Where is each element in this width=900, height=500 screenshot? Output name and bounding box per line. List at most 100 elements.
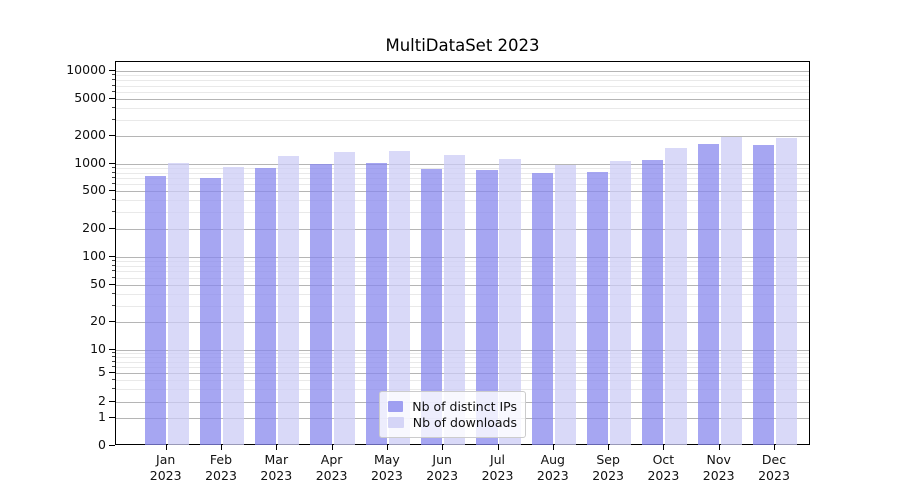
y-tick-mark: [109, 401, 115, 402]
y-minor-tick-mark: [112, 79, 115, 81]
gridline-minor: [116, 91, 809, 93]
y-tick-mark: [109, 321, 115, 322]
y-tick-mark: [109, 98, 115, 100]
y-minor-tick-mark: [112, 118, 115, 120]
bar-downloads: [333, 151, 355, 445]
x-tick-mark: [608, 445, 610, 450]
y-minor-tick-mark: [112, 360, 115, 362]
bar-downloads: [222, 166, 245, 445]
bar-downloads: [388, 151, 411, 445]
legend-label: Nb of downloads: [412, 415, 517, 431]
x-tick-mark: [552, 445, 554, 450]
y-tick-mark: [109, 417, 115, 418]
x-axis-tick-label: Jul 2023: [481, 452, 514, 483]
y-minor-tick-mark: [112, 211, 115, 213]
gridline-minor: [116, 119, 809, 121]
x-axis-tick-label: Mar 2023: [260, 452, 293, 483]
y-minor-tick-mark: [112, 270, 115, 272]
y-minor-tick-mark: [112, 352, 115, 354]
x-axis-tick-label: Apr 2023: [315, 452, 348, 483]
gridline-major: [116, 71, 809, 72]
y-axis-tick-label: 5000: [74, 90, 106, 106]
bar-distinct-ips: [642, 160, 664, 445]
x-tick-mark: [165, 445, 167, 450]
legend-label: Nb of distinct IPs: [412, 398, 517, 414]
bar-distinct-ips: [199, 178, 222, 445]
y-minor-tick-mark: [112, 365, 115, 367]
y-minor-tick-mark: [112, 356, 115, 358]
legend: Nb of distinct IPs Nb of downloads: [379, 391, 526, 438]
x-axis-tick-label: Aug 2023: [536, 452, 569, 483]
y-minor-tick-mark: [112, 276, 115, 278]
x-tick-mark: [331, 445, 333, 450]
x-axis-tick-label: Jan 2023: [149, 452, 182, 483]
bar-distinct-ips: [365, 163, 387, 445]
y-minor-tick-mark: [112, 90, 115, 92]
bar-distinct-ips: [476, 170, 498, 445]
y-axis-tick-label: 10000: [66, 62, 106, 77]
x-tick-mark: [276, 445, 278, 450]
y-minor-tick-mark: [112, 293, 115, 294]
bar-downloads: [499, 158, 521, 445]
legend-row: Nb of distinct IPs: [388, 398, 517, 415]
bar-distinct-ips: [421, 169, 443, 445]
bar-distinct-ips: [586, 171, 609, 445]
gridline-major: [116, 99, 809, 101]
y-tick-mark: [109, 445, 115, 446]
plot-area: Nb of distinct IPs Nb of downloads: [115, 61, 810, 445]
bar-distinct-ips: [752, 145, 775, 445]
x-tick-mark: [663, 445, 665, 450]
x-tick-mark: [497, 445, 499, 450]
y-minor-tick-mark: [112, 107, 115, 109]
bar-distinct-ips: [144, 175, 166, 445]
x-tick-mark: [442, 445, 444, 450]
bar-downloads: [720, 136, 742, 445]
y-axis-tick-label: 2000: [74, 127, 106, 142]
y-axis-tick-label: 20: [90, 313, 106, 328]
x-axis-tick-label: Dec 2023: [758, 452, 790, 483]
x-axis-tick-label: Oct 2023: [647, 452, 680, 483]
gridline-major: [116, 136, 809, 137]
bar-downloads: [610, 161, 632, 445]
y-axis-tick-label: 10: [90, 340, 106, 356]
y-axis-tick-label: 100: [82, 248, 106, 263]
y-minor-tick-mark: [112, 171, 115, 173]
x-axis-tick-label: May 2023: [370, 452, 403, 483]
y-minor-tick-mark: [112, 74, 115, 76]
y-tick-mark: [109, 190, 115, 191]
x-tick-mark: [718, 445, 720, 450]
x-tick-mark: [386, 445, 388, 450]
y-minor-tick-mark: [112, 265, 115, 266]
y-axis-tick-label: 5: [98, 364, 106, 379]
y-tick-mark: [109, 348, 115, 350]
legend-row: Nb of downloads: [388, 415, 517, 432]
bar-downloads: [167, 163, 189, 445]
y-tick-mark: [109, 163, 115, 165]
x-axis-tick-label: Feb 2023: [205, 452, 237, 483]
x-axis-tick-label: Sep 2023: [592, 452, 624, 483]
x-tick-mark: [221, 445, 222, 450]
y-minor-tick-mark: [112, 260, 115, 262]
y-axis-tick-label: 500: [82, 182, 106, 197]
gridline-minor: [116, 85, 809, 87]
bar-downloads: [554, 165, 576, 445]
y-axis-tick-label: 1: [98, 409, 106, 424]
y-tick-mark: [109, 372, 115, 373]
y-tick-mark: [109, 135, 115, 136]
bar-distinct-ips: [310, 164, 332, 445]
bar-distinct-ips: [531, 173, 553, 445]
y-minor-tick-mark: [112, 84, 115, 86]
bar-distinct-ips: [697, 144, 719, 445]
y-axis-tick-label: 2: [98, 393, 106, 408]
y-tick-mark: [109, 228, 115, 229]
x-axis-tick-label: Nov 2023: [702, 452, 735, 483]
y-tick-mark: [109, 256, 115, 257]
y-minor-tick-mark: [112, 379, 115, 381]
y-minor-tick-mark: [112, 388, 115, 390]
y-axis-tick-label: 200: [82, 220, 106, 235]
y-tick-mark: [109, 284, 115, 285]
y-axis-tick-label: 1000: [74, 155, 106, 171]
bar-downloads: [444, 154, 466, 445]
y-axis-tick-label: 50: [90, 276, 106, 291]
